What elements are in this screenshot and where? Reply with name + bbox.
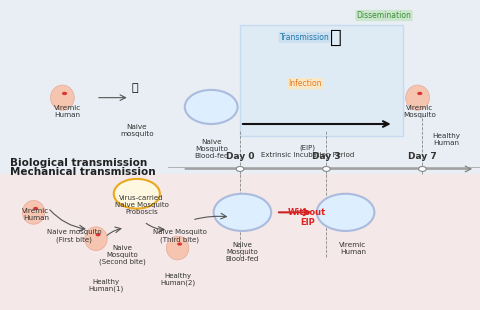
Circle shape [185, 90, 238, 124]
Text: Without
EIP: Without EIP [288, 208, 326, 227]
Text: Naive mosquito
(First bite): Naive mosquito (First bite) [47, 229, 102, 243]
Text: Infection: Infection [288, 79, 322, 88]
Ellipse shape [23, 201, 45, 224]
Circle shape [33, 207, 38, 210]
Text: Biological transmission: Biological transmission [10, 158, 147, 168]
Circle shape [114, 179, 160, 209]
Text: Viremic
Human: Viremic Human [23, 208, 49, 221]
Ellipse shape [167, 236, 189, 260]
Text: Healthy
Human(1): Healthy Human(1) [88, 279, 123, 293]
Circle shape [323, 166, 330, 171]
Text: Virus-carried
Naive Mosquito
Proboscis: Virus-carried Naive Mosquito Proboscis [115, 195, 168, 215]
Ellipse shape [406, 85, 430, 110]
Text: (EIP)
Extrinsic Incubation Period: (EIP) Extrinsic Incubation Period [261, 144, 354, 158]
Text: Naive Mosquito
(Third bite): Naive Mosquito (Third bite) [153, 229, 207, 243]
Ellipse shape [50, 85, 74, 110]
Ellipse shape [85, 227, 107, 250]
FancyBboxPatch shape [240, 25, 403, 136]
Text: Viremic
Mosquito: Viremic Mosquito [404, 105, 436, 118]
Circle shape [236, 166, 244, 171]
Text: Day 0: Day 0 [226, 152, 254, 161]
Text: Viremic
Human: Viremic Human [339, 242, 366, 255]
Text: 🦟: 🦟 [330, 29, 342, 47]
FancyBboxPatch shape [0, 0, 480, 174]
Text: Transmission: Transmission [280, 33, 330, 42]
Text: Naive
Mosquito
Blood-fed: Naive Mosquito Blood-fed [226, 242, 259, 262]
Circle shape [96, 233, 100, 236]
Text: 🦟: 🦟 [131, 83, 138, 93]
Circle shape [214, 194, 271, 231]
Text: Dissemination: Dissemination [357, 11, 411, 20]
Circle shape [417, 92, 422, 95]
Text: Naive
mosquito: Naive mosquito [120, 124, 154, 137]
Text: Day 3: Day 3 [312, 152, 341, 161]
Circle shape [419, 166, 426, 171]
Text: Naive
Mosquito
(Second bite): Naive Mosquito (Second bite) [99, 245, 146, 265]
Text: Healthy
Human(2): Healthy Human(2) [160, 273, 195, 286]
Text: Mechanical transmission: Mechanical transmission [10, 167, 155, 177]
Circle shape [317, 194, 374, 231]
FancyBboxPatch shape [0, 174, 480, 310]
Circle shape [62, 92, 67, 95]
Circle shape [177, 242, 182, 246]
Text: Viremic
Human: Viremic Human [54, 105, 81, 118]
Text: Day 7: Day 7 [408, 152, 437, 161]
Text: Naive
Mosquito
Blood-fed: Naive Mosquito Blood-fed [194, 140, 228, 160]
Text: Healthy
Human: Healthy Human [432, 133, 460, 146]
